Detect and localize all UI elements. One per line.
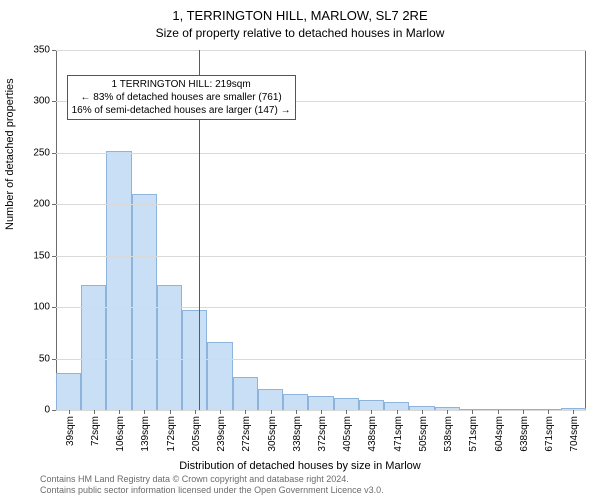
x-tick-label: 72sqm: [90, 416, 101, 446]
chart-container: 1, TERRINGTON HILL, MARLOW, SL7 2RE Size…: [0, 0, 600, 500]
histogram-bar: [359, 400, 384, 410]
x-tick-label: 405sqm: [342, 416, 353, 452]
x-tick-label: 106sqm: [115, 416, 126, 452]
histogram-bar: [207, 342, 232, 410]
histogram-bar: [308, 396, 333, 410]
histogram-bar: [334, 398, 359, 410]
y-axis-label: Number of detached properties: [4, 78, 16, 230]
x-axis-label: Distribution of detached houses by size …: [0, 460, 600, 472]
x-tick-label: 438sqm: [367, 416, 378, 452]
x-tick-label: 39sqm: [65, 416, 76, 446]
histogram-bar: [106, 151, 131, 410]
histogram-bar: [81, 285, 106, 410]
annotation-line: ← 83% of detached houses are smaller (76…: [72, 91, 291, 104]
attribution-text: Contains HM Land Registry data © Crown c…: [40, 474, 590, 496]
histogram-bar: [283, 394, 308, 410]
chart-subtitle: Size of property relative to detached ho…: [0, 26, 600, 40]
y-tick-label: 250: [33, 147, 50, 158]
y-tick-label: 0: [44, 405, 50, 416]
annotation-line: 1 TERRINGTON HILL: 219sqm: [72, 78, 291, 91]
chart-title: 1, TERRINGTON HILL, MARLOW, SL7 2RE: [0, 8, 600, 23]
histogram-bar: [182, 310, 207, 410]
histogram-bar: [233, 377, 258, 410]
x-tick-label: 272sqm: [241, 416, 252, 452]
x-tick-label: 239sqm: [216, 416, 227, 452]
y-tick-label: 300: [33, 96, 50, 107]
y-tick-label: 200: [33, 199, 50, 210]
annotation-line: 16% of semi-detached houses are larger (…: [72, 104, 291, 117]
x-tick-label: 704sqm: [569, 416, 580, 452]
x-tick-label: 638sqm: [519, 416, 530, 452]
x-tick-label: 338sqm: [292, 416, 303, 452]
x-tick-label: 305sqm: [267, 416, 278, 452]
plot-area: 05010015020025030035039sqm72sqm106sqm139…: [56, 50, 586, 410]
x-tick-label: 571sqm: [468, 416, 479, 452]
x-tick-label: 205sqm: [191, 416, 202, 452]
x-tick-label: 139sqm: [140, 416, 151, 452]
x-tick-label: 671sqm: [544, 416, 555, 452]
y-tick-label: 50: [39, 353, 50, 364]
x-tick-label: 505sqm: [418, 416, 429, 452]
y-tick-label: 350: [33, 45, 50, 56]
histogram-bar: [157, 285, 182, 410]
x-tick-label: 538sqm: [443, 416, 454, 452]
x-tick-label: 604sqm: [494, 416, 505, 452]
histogram-bar: [384, 402, 409, 410]
x-tick-label: 471sqm: [393, 416, 404, 452]
histogram-bar: [132, 194, 157, 410]
histogram-bar: [56, 373, 81, 410]
x-tick-label: 372sqm: [317, 416, 328, 452]
y-tick-label: 150: [33, 250, 50, 261]
histogram-bar: [258, 389, 283, 410]
x-tick-label: 172sqm: [166, 416, 177, 452]
y-tick-label: 100: [33, 302, 50, 313]
annotation-box: 1 TERRINGTON HILL: 219sqm← 83% of detach…: [67, 75, 296, 120]
